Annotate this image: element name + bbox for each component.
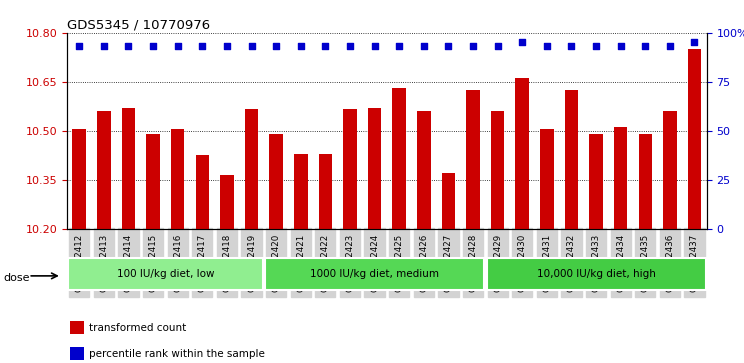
Bar: [540, 129, 554, 229]
Point: [98, 44, 110, 49]
Bar: [68, 258, 263, 290]
Point: [319, 44, 331, 49]
Bar: [487, 258, 705, 290]
Bar: [122, 108, 135, 229]
Bar: [565, 90, 578, 229]
Bar: [368, 108, 382, 229]
Bar: [72, 129, 86, 229]
Bar: [147, 134, 160, 229]
Point: [541, 44, 553, 49]
Point: [74, 44, 86, 49]
Text: 100 IU/kg diet, low: 100 IU/kg diet, low: [117, 269, 214, 279]
Point: [196, 44, 208, 49]
Bar: [265, 258, 484, 290]
Text: percentile rank within the sample: percentile rank within the sample: [89, 349, 265, 359]
Point: [590, 44, 602, 49]
Bar: [318, 154, 332, 229]
Text: transformed count: transformed count: [89, 323, 186, 333]
Point: [123, 44, 135, 49]
Text: 10,000 IU/kg diet, high: 10,000 IU/kg diet, high: [536, 269, 655, 279]
Point: [615, 44, 626, 49]
Bar: [516, 78, 529, 229]
Point: [270, 44, 282, 49]
Point: [246, 44, 257, 49]
Point: [147, 44, 159, 49]
Point: [221, 44, 233, 49]
Point: [394, 44, 405, 49]
Bar: [196, 155, 209, 229]
Bar: [638, 134, 652, 229]
Bar: [392, 88, 406, 229]
Bar: [614, 127, 627, 229]
Bar: [589, 134, 603, 229]
Bar: [220, 175, 234, 229]
Bar: [466, 90, 480, 229]
Point: [172, 44, 184, 49]
Point: [443, 44, 455, 49]
Bar: [343, 110, 356, 229]
Point: [664, 44, 676, 49]
Point: [688, 40, 700, 45]
Bar: [70, 347, 84, 360]
Bar: [171, 129, 185, 229]
Text: 1000 IU/kg diet, medium: 1000 IU/kg diet, medium: [310, 269, 439, 279]
Bar: [417, 111, 431, 229]
Point: [492, 44, 504, 49]
Bar: [294, 154, 307, 229]
Text: dose: dose: [4, 273, 31, 283]
Bar: [663, 111, 676, 229]
Bar: [70, 321, 84, 334]
Point: [344, 44, 356, 49]
Bar: [442, 173, 455, 229]
Point: [565, 44, 577, 49]
Point: [418, 44, 430, 49]
Point: [516, 40, 528, 45]
Point: [295, 44, 307, 49]
Bar: [269, 134, 283, 229]
Bar: [491, 111, 504, 229]
Bar: [687, 49, 702, 229]
Point: [639, 44, 651, 49]
Bar: [245, 110, 258, 229]
Point: [368, 44, 380, 49]
Bar: [97, 111, 111, 229]
Text: GDS5345 / 10770976: GDS5345 / 10770976: [67, 19, 210, 32]
Point: [467, 44, 479, 49]
